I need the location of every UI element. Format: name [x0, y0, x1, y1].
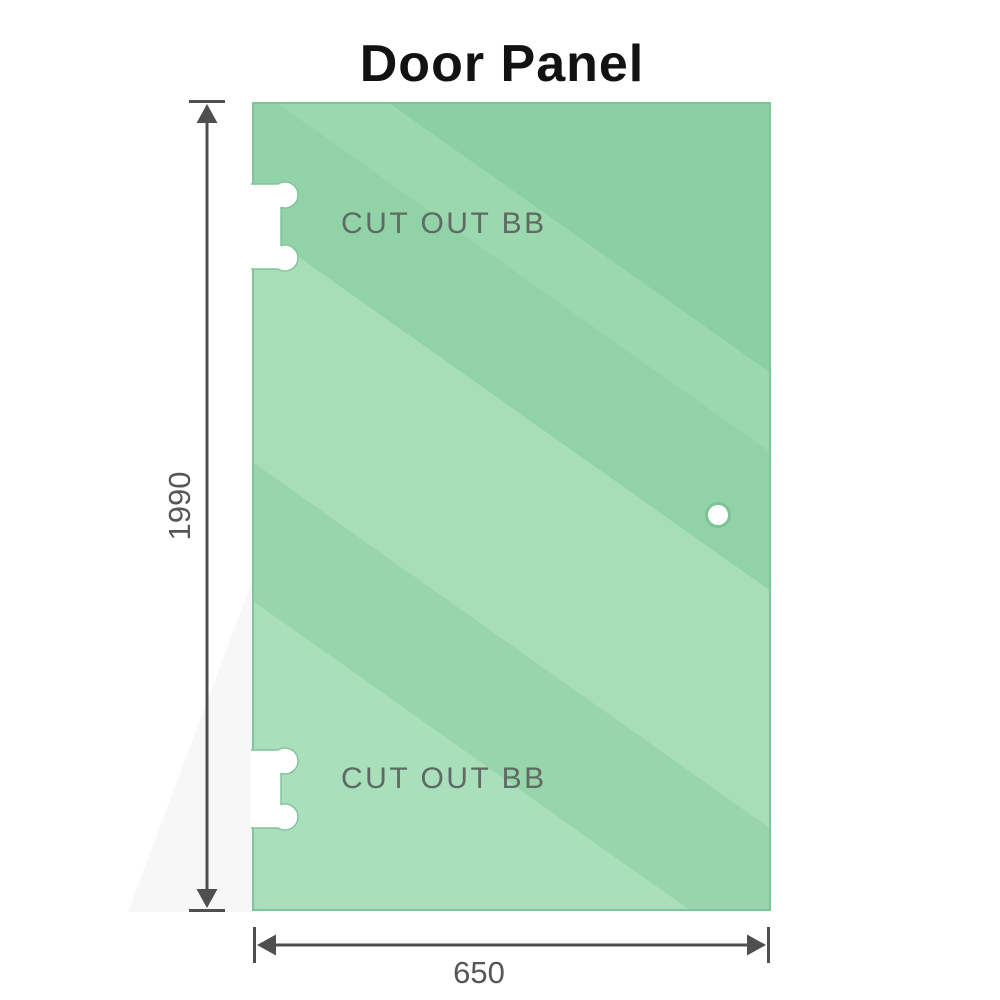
arrow-down-icon [196, 889, 218, 908]
background-reflection-smudge [128, 555, 262, 912]
diagram-title: Door Panel [359, 35, 645, 93]
width-dimension-value: 650 [453, 955, 505, 990]
hinge-cutout-top [251, 181, 299, 272]
cutout-label-top: CUT OUT BB [341, 207, 547, 240]
handle-hole [705, 502, 731, 528]
glass-panel [252, 102, 771, 911]
hinge-cutout-bottom [251, 747, 299, 831]
cutout-label-bottom: CUT OUT BB [341, 762, 547, 795]
height-dimension-value: 1990 [162, 471, 197, 541]
width-dimension [253, 927, 770, 963]
height-dimension [189, 100, 225, 912]
arrow-up-icon [196, 104, 218, 123]
arrow-left-icon [257, 934, 276, 956]
arrow-right-icon [747, 934, 766, 956]
